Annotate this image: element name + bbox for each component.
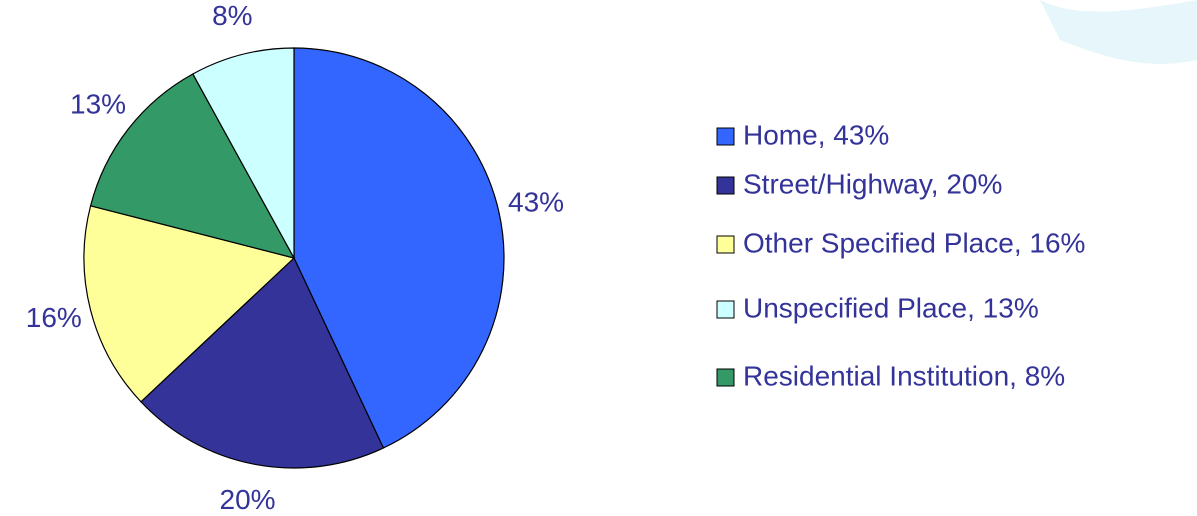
data-label: 8% [212, 0, 252, 31]
legend-label: Unspecified Place, 13% [743, 292, 1039, 323]
chart: 43% 20% 16% 13% 8% Home, 43% Street/Highway, 2… [0, 0, 1197, 516]
data-label: 16% [26, 302, 82, 333]
legend-swatch [717, 236, 734, 253]
background-cloud [1040, 0, 1197, 64]
legend-swatch [717, 128, 734, 145]
data-label: 13% [70, 88, 126, 119]
legend-swatch [717, 177, 734, 194]
legend-label: Other Specified Place, 16% [743, 227, 1085, 258]
legend-swatch [717, 369, 734, 386]
data-label: 20% [220, 484, 276, 515]
legend-label: Home, 43% [743, 119, 889, 150]
legend-label: Residential Institution, 8% [743, 360, 1065, 391]
data-label: 43% [508, 186, 564, 217]
legend-label: Street/Highway, 20% [743, 168, 1002, 199]
legend-swatch [717, 301, 734, 318]
